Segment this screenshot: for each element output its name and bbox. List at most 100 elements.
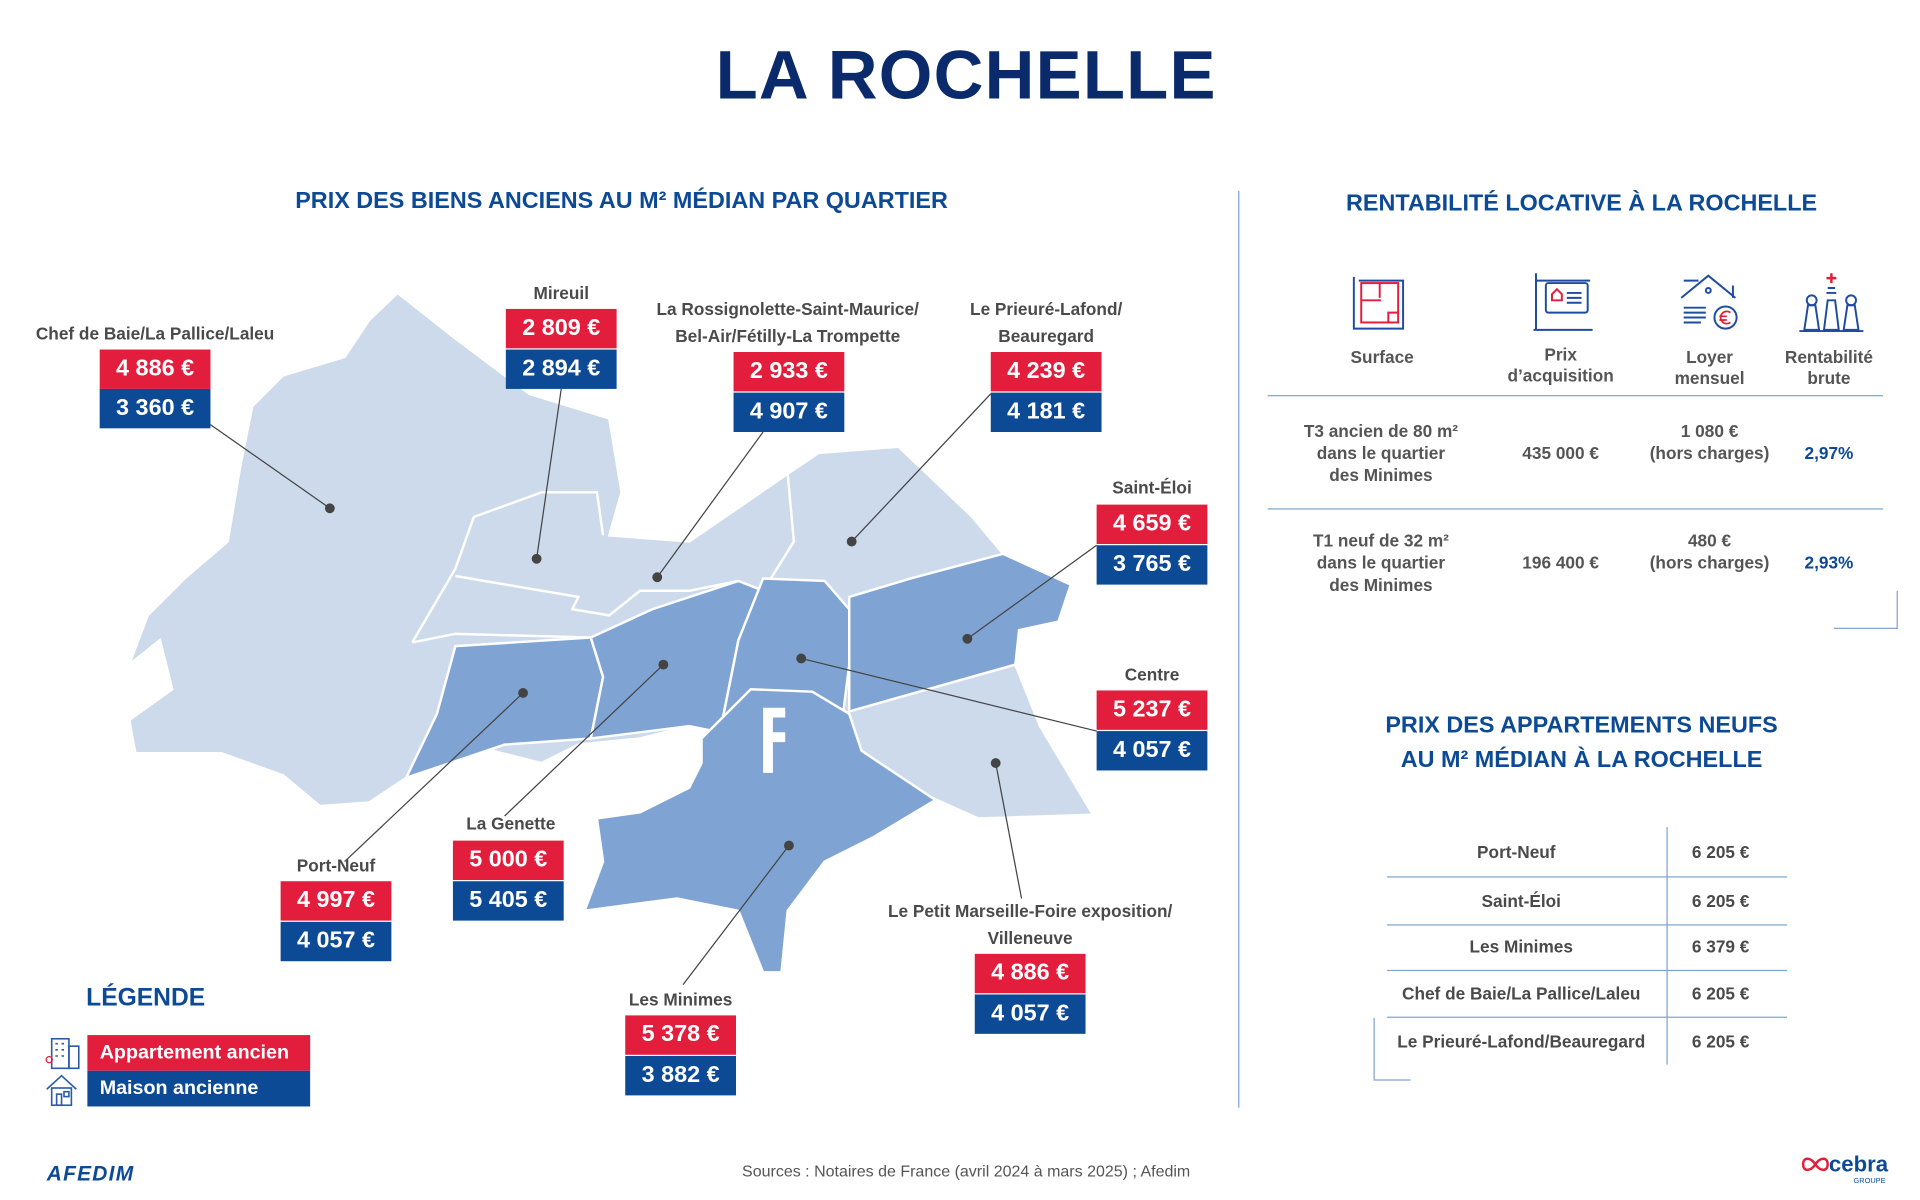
map-region-les-minimes	[582, 687, 938, 974]
cell-line: 1 080 €	[1680, 420, 1739, 441]
label-line: Villeneuve	[987, 928, 1073, 948]
district-label: Port-Neuf	[296, 855, 376, 876]
table-divider	[1387, 876, 1788, 878]
cebra-logo-text: cebra	[1828, 1152, 1889, 1177]
apartment-price: 4 886 €	[99, 349, 211, 389]
header-surface: Surface	[1350, 347, 1414, 367]
new-district: Saint-Éloi	[1481, 891, 1561, 911]
header-yield: Rentabilité brute	[1785, 347, 1873, 389]
house-price: 4 057 €	[280, 921, 392, 962]
district-label: La Rossignolette-Saint-Maurice/Bel-Air/F…	[657, 295, 919, 349]
district-label: Le Prieuré-Lafond/Beauregard	[970, 295, 1122, 349]
label-line: Le Petit Marseille-Foire exposition/	[887, 900, 1173, 921]
apartment-price: 4 997 €	[280, 881, 392, 921]
cebra-logo-sub: GROUPE	[1853, 1178, 1886, 1186]
house-price: 5 405 €	[452, 881, 564, 921]
label-line: Bel-Air/Fétilly-La Trompette	[675, 326, 901, 346]
new-price: 6 205 €	[1691, 983, 1750, 1004]
new-price: 6 205 €	[1691, 1031, 1750, 1052]
map-section-title: PRIX DES BIENS ANCIENS AU M² MÉDIAN PAR …	[295, 188, 948, 215]
district-dots	[324, 503, 1001, 851]
new-district: Port-Neuf	[1477, 841, 1556, 862]
table-divider	[1267, 508, 1884, 510]
cebra-mark-icon	[1801, 1157, 1829, 1172]
cell-line: dans le quartier	[1316, 443, 1446, 463]
cell-line: 480 €	[1687, 530, 1732, 551]
cell-line: (hors charges)	[1649, 443, 1770, 463]
header-line: Prix	[1544, 344, 1577, 365]
new-district: Les Minimes	[1469, 936, 1573, 957]
district-label: La Genette	[466, 813, 556, 834]
house-price: 2 894 €	[505, 349, 617, 389]
row-rent: 1 080 € (hors charges)	[1650, 420, 1770, 464]
header-line: mensuel	[1674, 368, 1745, 388]
apartment-price: 5 378 €	[625, 1015, 737, 1055]
harbour-basin	[763, 707, 786, 773]
house-price: 4 057 €	[974, 994, 1086, 1034]
cell-line: des Minimes	[1329, 465, 1433, 485]
header-line: brute	[1807, 368, 1851, 388]
district-label: Chef de Baie/La Pallice/Laleu	[35, 323, 275, 344]
district-border	[768, 473, 796, 582]
map-region-saint-eloi	[848, 552, 1073, 714]
row-yield: 2,93%	[1804, 552, 1854, 573]
table-column-divider	[1666, 827, 1668, 1065]
house-price: 4 907 €	[733, 392, 845, 433]
house-price: 3 360 €	[99, 388, 211, 429]
apartment-price: 5 000 €	[452, 840, 564, 881]
house-euro-icon	[1680, 274, 1738, 330]
table-divider	[1387, 924, 1788, 926]
legend-title: LÉGENDE	[86, 984, 206, 1012]
apartment-price: 2 933 €	[733, 352, 845, 392]
apartment-price: 4 239 €	[990, 352, 1102, 392]
district-label: Les Minimes	[628, 989, 733, 1010]
table-divider	[1267, 395, 1884, 397]
row-surface: T1 neuf de 32 m² dans le quartier des Mini…	[1313, 529, 1449, 595]
district-border	[412, 632, 591, 644]
header-line: d’acquisition	[1507, 365, 1614, 386]
apartment-price: 4 886 €	[974, 953, 1086, 994]
label-line: Le Prieuré-Lafond/	[970, 299, 1123, 319]
header-line: Loyer	[1686, 347, 1734, 367]
corner-decoration	[1833, 627, 1898, 629]
corner-decoration	[1373, 1017, 1375, 1080]
row-price: 435 000 €	[1522, 443, 1599, 463]
header-rent: Loyer mensuel	[1675, 347, 1745, 389]
cell-line: T3 ancien de 80 m²	[1303, 420, 1459, 441]
cell-line: des Minimes	[1329, 574, 1433, 595]
cell-line: (hors charges)	[1649, 552, 1770, 573]
corner-decoration	[1896, 590, 1898, 629]
legend-apartment: Appartement ancien	[87, 1035, 311, 1071]
title-line: AU M² MÉDIAN À LA ROCHELLE	[1400, 747, 1763, 773]
new-price: 6 205 €	[1691, 841, 1750, 862]
house-price: 4 057 €	[1096, 731, 1208, 771]
row-rent: 480 € (hors charges)	[1650, 529, 1770, 573]
legend-house: Maison ancienne	[87, 1070, 311, 1107]
leader-lines	[210, 388, 1097, 985]
corner-decoration	[1373, 1079, 1411, 1081]
page-title: LA ROCHELLE	[715, 35, 1217, 114]
new-price: 6 379 €	[1691, 936, 1750, 957]
header-line: Rentabilité	[1784, 347, 1873, 367]
table-divider	[1387, 969, 1788, 972]
district-label: Centre	[1124, 664, 1180, 685]
label-line: La Rossignolette-Saint-Maurice/	[656, 299, 919, 319]
chess-pieces-icon	[1799, 273, 1864, 333]
afedim-logo: AFEDIM	[46, 1161, 135, 1186]
cell-line: T1 neuf de 32 m²	[1312, 530, 1449, 551]
house-price: 4 181 €	[990, 392, 1102, 433]
new-district: Le Prieuré-Lafond/Beauregard	[1397, 1031, 1646, 1052]
cell-line: dans le quartier	[1316, 552, 1446, 573]
cebra-logo: cebra GROUPE	[1801, 1152, 1900, 1187]
house-price: 3 765 €	[1096, 545, 1208, 585]
apartment-price: 5 237 €	[1096, 690, 1208, 730]
apartment-price: 4 659 €	[1096, 504, 1208, 545]
district-label: Saint-Éloi	[1112, 477, 1192, 498]
floor-plan-icon	[1352, 276, 1405, 330]
header-price: Prix d’acquisition	[1507, 345, 1613, 387]
new-price: 6 205 €	[1691, 891, 1750, 911]
new-apartments-title: PRIX DES APPARTEMENTS NEUFS AU M² MÉDIAN …	[1268, 709, 1896, 778]
house-price: 3 882 €	[625, 1056, 737, 1096]
for-sale-sign-icon	[1533, 273, 1593, 331]
